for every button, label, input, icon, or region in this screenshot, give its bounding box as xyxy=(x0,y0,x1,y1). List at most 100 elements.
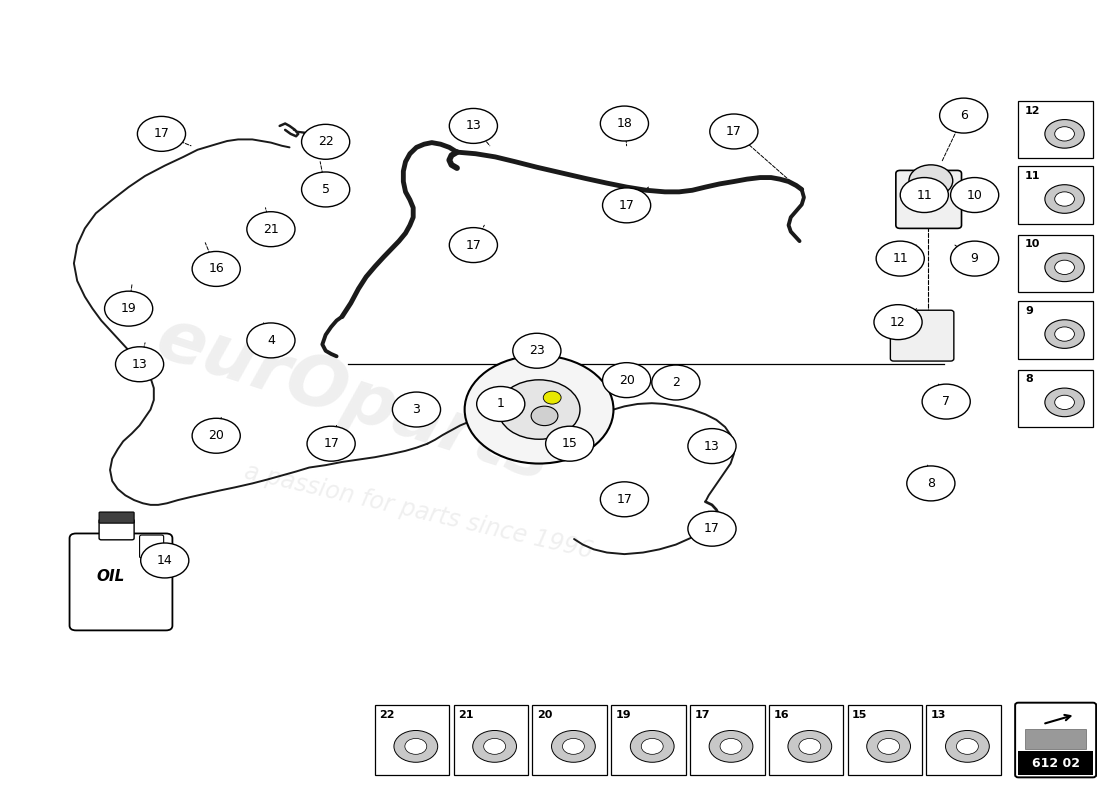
Circle shape xyxy=(906,466,955,501)
FancyBboxPatch shape xyxy=(1019,751,1092,775)
Text: 19: 19 xyxy=(121,302,136,315)
Circle shape xyxy=(513,334,561,368)
Text: 18: 18 xyxy=(616,117,632,130)
FancyBboxPatch shape xyxy=(769,705,844,775)
Text: 13: 13 xyxy=(465,119,482,133)
Circle shape xyxy=(1055,192,1075,206)
FancyBboxPatch shape xyxy=(1025,729,1087,749)
Circle shape xyxy=(688,429,736,463)
FancyBboxPatch shape xyxy=(926,705,1001,775)
Text: 7: 7 xyxy=(943,395,950,408)
Circle shape xyxy=(876,241,924,276)
Text: 20: 20 xyxy=(618,374,635,386)
Circle shape xyxy=(551,730,595,762)
FancyBboxPatch shape xyxy=(375,705,449,775)
Text: 17: 17 xyxy=(704,522,719,535)
Circle shape xyxy=(473,730,517,762)
FancyBboxPatch shape xyxy=(1019,370,1092,427)
Circle shape xyxy=(562,738,584,754)
Circle shape xyxy=(192,251,240,286)
Circle shape xyxy=(1055,327,1075,342)
Circle shape xyxy=(1045,253,1085,282)
Text: 16: 16 xyxy=(208,262,224,275)
Circle shape xyxy=(939,98,988,133)
Text: 13: 13 xyxy=(931,710,946,720)
Circle shape xyxy=(449,109,497,143)
Circle shape xyxy=(1045,388,1085,417)
Circle shape xyxy=(138,116,186,151)
Text: 6: 6 xyxy=(960,109,968,122)
Text: 17: 17 xyxy=(323,437,339,450)
Circle shape xyxy=(922,384,970,419)
Text: 8: 8 xyxy=(1025,374,1033,384)
Text: 15: 15 xyxy=(852,710,868,720)
Circle shape xyxy=(957,738,978,754)
Circle shape xyxy=(546,426,594,461)
FancyBboxPatch shape xyxy=(890,310,954,361)
Text: 11: 11 xyxy=(1025,171,1041,181)
Text: 21: 21 xyxy=(458,710,474,720)
Circle shape xyxy=(874,305,922,340)
Text: 19: 19 xyxy=(616,710,631,720)
Circle shape xyxy=(498,380,580,439)
Circle shape xyxy=(464,355,614,463)
Text: 12: 12 xyxy=(890,316,906,329)
Circle shape xyxy=(301,172,350,207)
Text: a passion for parts since 1996: a passion for parts since 1996 xyxy=(242,459,595,563)
Circle shape xyxy=(946,730,989,762)
Circle shape xyxy=(603,188,651,223)
Text: 16: 16 xyxy=(773,710,789,720)
Text: 21: 21 xyxy=(263,222,278,236)
FancyBboxPatch shape xyxy=(140,535,164,558)
Circle shape xyxy=(476,386,525,422)
Circle shape xyxy=(652,365,700,400)
Text: 2: 2 xyxy=(672,376,680,389)
FancyBboxPatch shape xyxy=(99,519,134,540)
Text: 12: 12 xyxy=(1025,106,1041,116)
Text: 1: 1 xyxy=(497,398,505,410)
Circle shape xyxy=(1055,260,1075,274)
Text: 5: 5 xyxy=(321,183,330,196)
Text: 17: 17 xyxy=(465,238,482,251)
Circle shape xyxy=(1045,185,1085,214)
FancyBboxPatch shape xyxy=(1015,702,1096,778)
Text: 10: 10 xyxy=(967,189,982,202)
FancyBboxPatch shape xyxy=(99,512,134,523)
Circle shape xyxy=(900,178,948,213)
FancyBboxPatch shape xyxy=(453,705,528,775)
FancyBboxPatch shape xyxy=(1019,166,1092,224)
Circle shape xyxy=(1055,126,1075,141)
FancyBboxPatch shape xyxy=(69,534,173,630)
Circle shape xyxy=(688,511,736,546)
Text: 22: 22 xyxy=(379,710,395,720)
Text: 612 02: 612 02 xyxy=(1032,757,1079,770)
Circle shape xyxy=(641,738,663,754)
FancyBboxPatch shape xyxy=(1019,102,1092,158)
Text: 4: 4 xyxy=(267,334,275,347)
Text: 13: 13 xyxy=(704,439,719,453)
Circle shape xyxy=(449,228,497,262)
Circle shape xyxy=(630,730,674,762)
FancyBboxPatch shape xyxy=(532,705,607,775)
Text: 20: 20 xyxy=(208,430,224,442)
Text: 11: 11 xyxy=(916,189,932,202)
Circle shape xyxy=(710,730,752,762)
Circle shape xyxy=(867,730,911,762)
Circle shape xyxy=(878,738,900,754)
Text: 17: 17 xyxy=(726,125,741,138)
Circle shape xyxy=(601,482,649,517)
Text: 13: 13 xyxy=(132,358,147,370)
Text: 20: 20 xyxy=(537,710,552,720)
Circle shape xyxy=(543,391,561,404)
Circle shape xyxy=(307,426,355,461)
Circle shape xyxy=(909,165,953,197)
Circle shape xyxy=(1055,395,1075,410)
Circle shape xyxy=(1045,119,1085,148)
Circle shape xyxy=(394,730,438,762)
Text: 17: 17 xyxy=(618,199,635,212)
Text: 8: 8 xyxy=(927,477,935,490)
Text: eurOparts: eurOparts xyxy=(147,304,559,496)
Text: OIL: OIL xyxy=(97,569,125,584)
Circle shape xyxy=(531,406,558,426)
Circle shape xyxy=(301,124,350,159)
